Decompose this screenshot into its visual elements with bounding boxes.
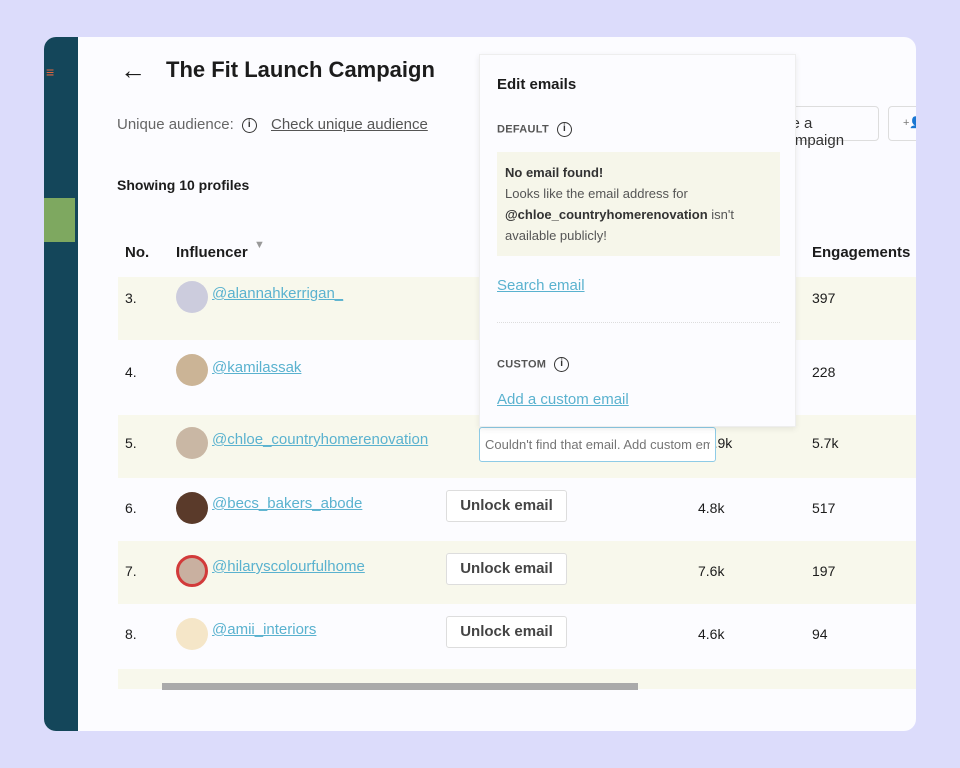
table-row: 7. @hilaryscolourfulhome Unlock email 7.… <box>118 541 916 604</box>
avatar <box>176 555 208 587</box>
main-content: ← The Fit Launch Campaign Unique audienc… <box>78 37 916 731</box>
engagements-value: 5.7k <box>812 435 839 451</box>
unlock-email-button[interactable]: Unlock email <box>446 616 567 648</box>
influencer-link[interactable]: @alannahkerrigan_ <box>212 285 344 302</box>
col-no: No. <box>125 244 150 261</box>
info-icon[interactable]: i <box>554 357 570 372</box>
influencer-link[interactable]: @chloe_countryhomerenovation <box>212 431 429 448</box>
metric-value: 7.6k <box>698 563 725 579</box>
notice-handle: @chloe_countryhomerenovation <box>505 207 708 222</box>
unlock-email-button[interactable]: Unlock email <box>446 553 567 585</box>
divider <box>497 322 780 323</box>
default-label-text: DEFAULT <box>497 123 550 136</box>
back-arrow-icon[interactable]: ← <box>120 55 146 85</box>
custom-label-text: CUSTOM <box>497 358 547 371</box>
avatar <box>176 618 208 650</box>
engagements-value: 94 <box>812 626 828 642</box>
edit-emails-popover: Edit emails DEFAULT i No email found! Loo… <box>479 54 796 427</box>
notice-title: No email found! <box>505 165 604 180</box>
default-label: DEFAULT i <box>497 122 573 137</box>
app-window: ≡ ← The Fit Launch Campaign Unique audie… <box>44 37 916 731</box>
engagements-value: 228 <box>812 364 836 380</box>
metric-value: 4.8k <box>698 500 725 516</box>
row-number: 6. <box>125 500 137 516</box>
engagements-value: 517 <box>812 500 836 516</box>
custom-label: CUSTOM i <box>497 357 570 372</box>
influencer-link[interactable]: @becs_bakers_abode <box>212 495 363 512</box>
row-number: 8. <box>125 626 137 642</box>
avatar <box>176 354 208 386</box>
add-custom-email-link[interactable]: Add a custom email <box>497 391 629 408</box>
avatar <box>176 492 208 524</box>
row-number: 3. <box>125 290 137 306</box>
table-row: 4. @kamilassak 228 <box>118 340 916 403</box>
table-row: 6. @becs_bakers_abode Unlock email 4.8k … <box>118 478 916 541</box>
influencer-link[interactable]: @hilaryscolourfulhome <box>212 558 365 575</box>
add-user-icon[interactable]: +👤 <box>888 106 916 141</box>
col-engagements[interactable]: Engagements <box>812 244 911 261</box>
avatar <box>176 427 208 459</box>
row-number: 7. <box>125 563 137 579</box>
notice-text: Looks like the email address for <box>505 186 688 201</box>
engagements-value: 197 <box>812 563 836 579</box>
popover-title: Edit emails <box>497 76 577 93</box>
menu-icon[interactable]: ≡ <box>46 64 55 80</box>
influencer-link[interactable]: @kamilassak <box>212 359 302 376</box>
row-number: 5. <box>125 435 137 451</box>
col-influencer[interactable]: Influencer <box>176 244 248 261</box>
check-unique-audience-link[interactable]: Check unique audience <box>271 116 428 133</box>
influencer-link[interactable]: @amii_interiors <box>212 621 317 638</box>
horizontal-scrollbar[interactable] <box>162 683 638 690</box>
filter-icon[interactable]: ▼ <box>254 239 265 251</box>
metric-value: 4.6k <box>698 626 725 642</box>
row-number: 4. <box>125 364 137 380</box>
notice-text-end: isn't available publicly! <box>505 207 734 243</box>
table-row: 8. @amii_interiors Unlock email 4.6k 94 <box>118 604 916 667</box>
engagements-value: 397 <box>812 290 836 306</box>
no-email-notice: No email found! Looks like the email add… <box>497 152 780 256</box>
search-email-link[interactable]: Search email <box>497 277 585 294</box>
unlock-email-button[interactable]: Unlock email <box>446 490 567 522</box>
info-icon[interactable]: i <box>241 117 257 133</box>
avatar <box>176 281 208 313</box>
page-title: The Fit Launch Campaign <box>166 57 435 82</box>
info-icon[interactable]: i <box>557 122 573 137</box>
unique-audience-label: Unique audience: i <box>117 116 257 133</box>
sidebar-active-item[interactable] <box>44 198 75 242</box>
unique-audience-text: Unique audience: <box>117 116 234 133</box>
sidebar: ≡ <box>44 37 78 731</box>
custom-email-input[interactable] <box>479 427 716 462</box>
profile-count: Showing 10 profiles <box>117 177 250 193</box>
